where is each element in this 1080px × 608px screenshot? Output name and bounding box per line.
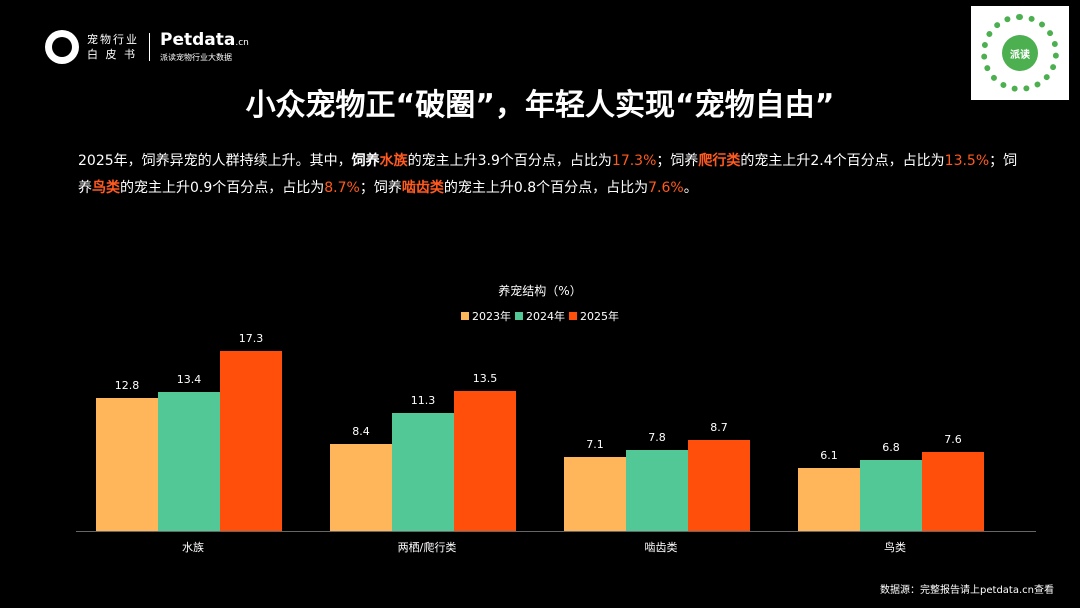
bar: [798, 467, 860, 531]
bar-value-label: 13.4: [176, 372, 202, 386]
bar-group: 7.1 7.8 8.7: [544, 330, 778, 531]
logo-divider: [149, 33, 150, 61]
x-axis: [76, 531, 1036, 532]
bar: [860, 460, 922, 531]
bar-value-label: 17.3: [238, 332, 264, 345]
bar-value-label: 7.8: [648, 430, 666, 444]
bar-value-label: 7.1: [586, 438, 604, 452]
bar-value-label: 12.8: [114, 378, 140, 392]
bar-value-label: 11.3: [410, 394, 436, 408]
legend-2024: 2024年: [515, 308, 565, 324]
mini-program-qr-code[interactable]: 派读: [971, 6, 1069, 100]
bar: [564, 457, 626, 531]
bar-value-label: 7.6: [944, 432, 962, 446]
source-note: 数据源：完整报告请上petdata.cn查看: [880, 585, 1054, 596]
chart-title: 养宠结构（%）: [498, 284, 582, 298]
legend-2025: 2025年: [569, 308, 619, 324]
bar-value-label: 13.5: [472, 371, 498, 385]
category-label: 鸟类: [884, 541, 906, 554]
qr-pattern-icon: [981, 14, 1059, 92]
page-title: 小众宠物正“破圈”，年轻人实现“宠物自由”: [245, 88, 835, 123]
bar-chart-plot: 12.8 13.4 17.3 8.4 11.3 13.5 7.1 7.8 8.7 6.1 6.8 7.…: [76, 330, 1036, 531]
chart-legend: 2023年 2024年 2025年: [0, 308, 1080, 324]
bar-value-label: 8.4: [352, 424, 370, 438]
pet-logo-icon: [45, 30, 79, 64]
bar: [220, 351, 282, 531]
bar: [330, 443, 392, 531]
category-label: 啮齿类: [644, 541, 678, 554]
legend-2023: 2023年: [461, 308, 511, 324]
brand: Petdata.cn 派读宠物行业大数据: [160, 29, 249, 62]
bar-group: 6.1 6.8 7.6: [778, 330, 1012, 531]
category-label: 两栖/爬行类: [397, 541, 457, 554]
bar: [454, 390, 516, 531]
bar-value-label: 6.1: [820, 448, 838, 462]
bar: [922, 451, 984, 531]
bar-value-label: 8.7: [710, 421, 728, 435]
logo-text: 宠物行业 白 皮 书: [87, 33, 139, 61]
bar: [96, 397, 158, 531]
bar-group: 12.8 13.4 17.3: [76, 330, 310, 531]
bar: [688, 440, 750, 531]
bar-value-label: 6.8: [882, 441, 900, 455]
description: 2025年，饲养异宠的人群持续上升。其中，饲养水族的宠主上升3.9个百分点，占比…: [78, 153, 1018, 196]
bar: [392, 413, 454, 531]
bar: [158, 391, 220, 531]
qr-label: 派读: [1002, 35, 1038, 71]
bar-group: 8.4 11.3 13.5: [310, 330, 544, 531]
bar: [626, 449, 688, 531]
category-label: 水族: [182, 541, 204, 554]
logo: 宠物行业 白 皮 书 Petdata.cn 派读宠物行业大数据: [45, 30, 249, 64]
